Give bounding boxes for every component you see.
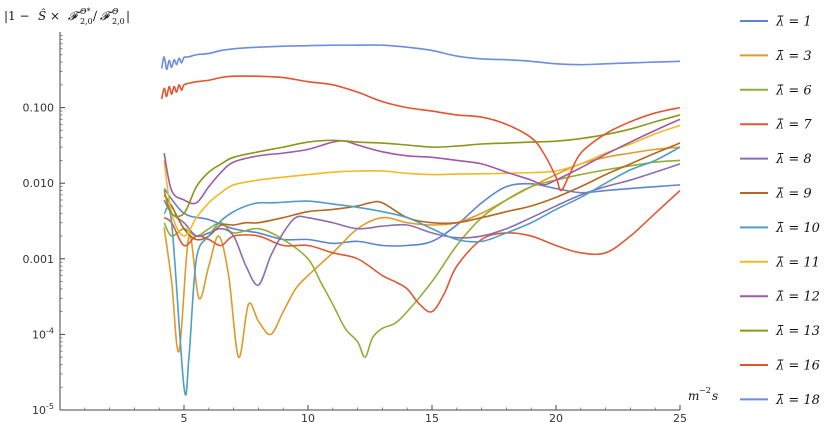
svg-text:s: s [712, 389, 718, 403]
series-line [163, 146, 681, 396]
legend-item: λ̄ = 10 [740, 221, 820, 236]
svg-text:2,0: 2,0 [112, 17, 125, 26]
legend-item: λ̄ = 3 [740, 49, 812, 64]
legend-label: λ̄ = 16 [775, 359, 820, 374]
svg-text:|: | [126, 9, 130, 23]
legend-label: λ̄ = 13 [775, 324, 820, 339]
legend-item: λ̄ = 1 [740, 15, 812, 30]
series-lines [160, 44, 681, 396]
svg-text:Θ*: Θ* [80, 7, 91, 16]
svg-text:×: × [50, 9, 60, 23]
legend-label: λ̄ = 7 [775, 118, 812, 133]
svg-text:Ŝ: Ŝ [38, 7, 46, 23]
legend-label: λ̄ = 11 [775, 255, 820, 270]
series-line [163, 159, 681, 358]
legend-item: λ̄ = 6 [740, 83, 812, 98]
legend-item: λ̄ = 18 [740, 393, 820, 408]
series-line [163, 189, 681, 313]
legend-item: λ̄ = 13 [740, 324, 820, 339]
series-line [163, 114, 681, 218]
x-axis-title: m −2 s [688, 386, 718, 403]
x-tick-label: 25 [673, 412, 687, 422]
legend-label: λ̄ = 3 [775, 49, 812, 64]
y-axis-title: |1 − Ŝ × 𝓕 Θ* 2,0 / 𝓕 Θ 2,0 | [4, 7, 130, 26]
series-line [163, 142, 681, 241]
legend-label: λ̄ = 8 [775, 152, 812, 167]
x-tick-label: 10 [301, 412, 315, 422]
svg-text:Θ: Θ [112, 7, 119, 16]
legend-item: λ̄ = 12 [740, 290, 820, 305]
x-tick-label: 20 [549, 412, 563, 422]
svg-text:|1 −: |1 − [4, 9, 30, 23]
legend-label: λ̄ = 1 [775, 15, 812, 30]
y-tick-label: 0.100 [23, 102, 55, 115]
legend-label: λ̄ = 10 [775, 221, 820, 236]
y-tick-label: 0.001 [23, 253, 55, 266]
y-tick-label: 10-5 [32, 402, 54, 417]
series-line [163, 124, 681, 237]
legend-item: λ̄ = 11 [740, 255, 820, 270]
x-tick-label: 15 [425, 412, 439, 422]
legend-item: λ̄ = 16 [740, 359, 820, 374]
svg-text:m: m [688, 389, 699, 403]
legend-label: λ̄ = 12 [775, 290, 820, 305]
series-line [163, 118, 681, 205]
legend-item: λ̄ = 7 [740, 118, 812, 133]
legend-label: λ̄ = 9 [775, 187, 812, 202]
legend-item: λ̄ = 8 [740, 152, 812, 167]
legend-label: λ̄ = 18 [775, 393, 820, 408]
svg-text:2,0: 2,0 [80, 17, 93, 26]
legend: λ̄ = 1 λ̄ = 3 λ̄ = 6 λ̄ = 7 λ̄ = 8 λ̄ = 9 λ̄ =… [740, 15, 820, 408]
series-line [163, 182, 681, 247]
y-tick-label: 10-4 [32, 326, 54, 341]
svg-text:−2: −2 [699, 386, 711, 395]
series-line [163, 146, 681, 358]
svg-text:/: / [93, 9, 98, 23]
legend-label: λ̄ = 6 [775, 83, 812, 98]
y-tick-label: 0.010 [23, 177, 55, 190]
series-line [160, 75, 681, 192]
x-tick-label: 5 [181, 412, 188, 422]
series-line [160, 44, 681, 71]
axes: 5 10 15 20 25 10-5 10-4 0.001 0.010 0.100 [23, 32, 687, 422]
legend-item: λ̄ = 9 [740, 187, 812, 202]
